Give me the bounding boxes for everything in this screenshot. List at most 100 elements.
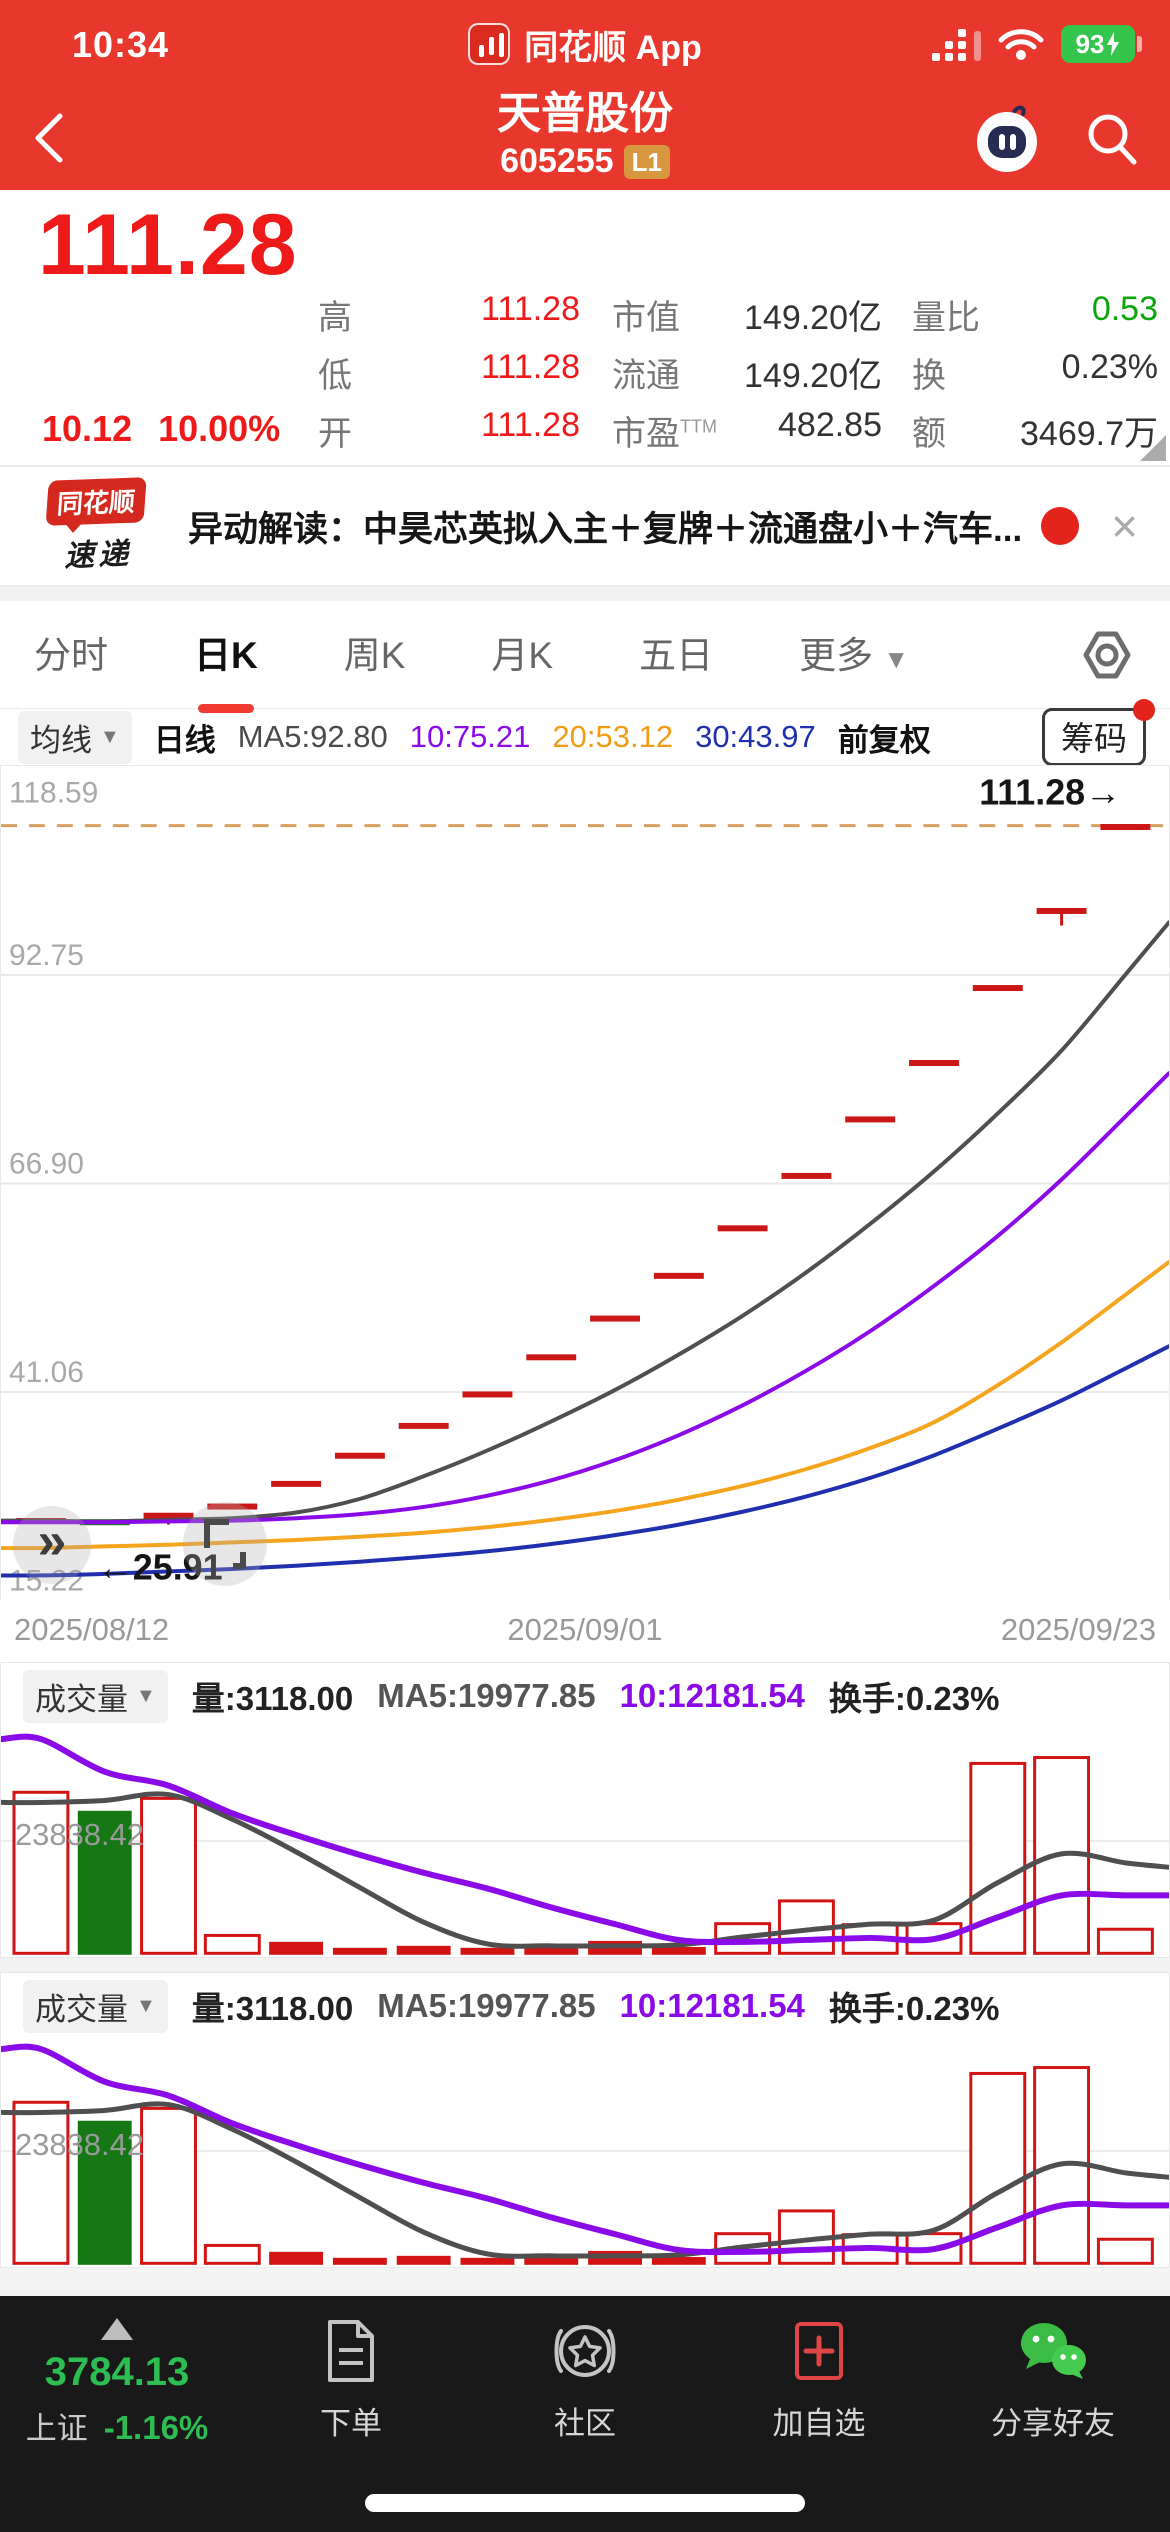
volume-pane-1[interactable]: 成交量 ▼ 量:3118.00 MA5:19977.85 10:12181.54 … bbox=[0, 1662, 1170, 1958]
kline-chart[interactable]: 118.59 92.75 66.90 41.06 15.22 111.28→ ←25.91 … bbox=[0, 765, 1170, 1600]
header-title-block: 天普股份 605255 L1 bbox=[0, 88, 1170, 181]
svg-text:92.75: 92.75 bbox=[9, 939, 84, 972]
bottom-nav: 3784.13 上证 -1.16% 下单 bbox=[0, 2296, 1170, 2532]
community-star-icon bbox=[554, 2325, 616, 2377]
wechat-icon bbox=[1021, 2323, 1086, 2379]
ths-app-icon bbox=[468, 23, 511, 65]
ma-selector-dropdown[interactable]: 均线 ▼ bbox=[18, 710, 132, 764]
news-headline[interactable]: 异动解读：中昊芯英拟入主＋复牌＋流通盘小＋汽车... bbox=[188, 509, 1023, 549]
volume-turnover: 换手:0.23% bbox=[828, 1680, 1000, 1717]
volume-indicator-dropdown[interactable]: 成交量 ▼ bbox=[23, 1979, 168, 2033]
tab-daily-k[interactable]: 日K bbox=[194, 625, 258, 685]
ma20-value: 20:53.12 bbox=[552, 719, 674, 754]
period-label: 日线 bbox=[153, 722, 216, 758]
svg-text:23838.42: 23838.42 bbox=[15, 1817, 144, 1852]
section-divider bbox=[0, 587, 1170, 601]
tab-more[interactable]: 更多 ▼ bbox=[799, 634, 910, 676]
svg-text:41.06: 41.06 bbox=[9, 1356, 84, 1389]
nav-community[interactable]: 社区 bbox=[468, 2312, 702, 2532]
app-header: 天普股份 605255 L1 bbox=[0, 88, 1170, 190]
turnover-rate-value: 0.23% bbox=[1061, 348, 1158, 386]
svg-text:111.28→: 111.28→ bbox=[979, 772, 1121, 813]
clock: 10:34 bbox=[72, 24, 170, 65]
tab-monthly-k[interactable]: 月K bbox=[491, 634, 554, 676]
quote-col-cap: 市值 149.20亿 流通 149.20亿 市盈TTM 482.85 bbox=[612, 190, 882, 465]
home-indicator bbox=[365, 2494, 805, 2512]
page-title: 天普股份 bbox=[497, 89, 673, 138]
close-icon[interactable]: × bbox=[1111, 500, 1138, 552]
indicator-bar: 均线 ▼ 日线 MA5:92.80 10:75.21 20:53.12 30:43… bbox=[0, 699, 1170, 766]
nav-place-order[interactable]: 下单 bbox=[234, 2312, 468, 2532]
index-name: 上证 bbox=[25, 2411, 88, 2446]
quote-col-ratio: 量比 0.53 换 0.23% 额 3469.7万 bbox=[912, 290, 1158, 453]
chip-distribution-button[interactable]: 筹码 bbox=[1042, 699, 1155, 766]
battery-percent: 93 bbox=[1075, 28, 1105, 59]
search-icon[interactable] bbox=[1084, 110, 1140, 168]
volume-header: 成交量 ▼ 量:3118.00 MA5:19977.85 10:12181.54 … bbox=[1, 1663, 1169, 1729]
index-up-arrow-icon bbox=[101, 2318, 133, 2340]
kline-chart-canvas: 118.59 92.75 66.90 41.06 15.22 111.28→ ←25.91 bbox=[1, 772, 1169, 1597]
market-cap-value: 149.20亿 bbox=[744, 299, 882, 337]
status-bar: 10:34 同花顺 App 93 bbox=[0, 0, 1170, 88]
volume-ma10: 10:12181.54 bbox=[619, 1987, 805, 2024]
stock-code: 605255 bbox=[500, 142, 614, 180]
jump-to-latest-button[interactable]: » bbox=[13, 1506, 91, 1584]
status-app-banner[interactable]: 同花顺 App bbox=[0, 0, 1170, 88]
ma5-value: MA5:92.80 bbox=[237, 719, 388, 754]
nav-index-quote[interactable]: 3784.13 上证 -1.16% bbox=[0, 2312, 234, 2532]
amount-value: 3469.7万 bbox=[1020, 415, 1158, 453]
section-divider bbox=[0, 1958, 1170, 1972]
ths-express-logo: 同花顺 速递 bbox=[26, 476, 167, 576]
high-value: 111.28 bbox=[481, 290, 580, 328]
volume-value: 量:3118.00 bbox=[191, 1990, 354, 2027]
wifi-icon bbox=[998, 29, 1044, 60]
open-value: 111.28 bbox=[481, 406, 580, 444]
index-change: -1.16% bbox=[103, 2409, 209, 2446]
status-indicators: 93 bbox=[932, 0, 1142, 88]
ai-robot-icon[interactable] bbox=[974, 104, 1040, 174]
charging-bolt-icon bbox=[1107, 32, 1120, 56]
volume-turnover: 换手:0.23% bbox=[828, 1990, 1000, 2027]
nav-add-watchlist[interactable]: 加自选 bbox=[702, 2312, 936, 2532]
period-tabs: 分时 日K 周K 月K 五日 更多 ▼ bbox=[0, 601, 1170, 708]
settings-gear-icon[interactable] bbox=[1078, 626, 1136, 684]
tab-weekly-k[interactable]: 周K bbox=[343, 634, 406, 676]
news-flash-bar[interactable]: 同花顺 速递 异动解读：中昊芯英拟入主＋复牌＋流通盘小＋汽车... × bbox=[0, 465, 1170, 587]
section-divider bbox=[0, 2268, 1170, 2296]
order-document-icon bbox=[328, 2320, 374, 2382]
tab-minute[interactable]: 分时 bbox=[34, 634, 108, 676]
svg-text:15.22: 15.22 bbox=[9, 1564, 84, 1597]
nav-share-wechat[interactable]: 分享好友 bbox=[936, 2312, 1170, 2532]
volume-ma5: MA5:19977.85 bbox=[377, 1677, 596, 1714]
quote-col-hlo: 高 111.28 低 111.28 开 111.28 bbox=[318, 290, 580, 453]
volume-ratio-value: 0.53 bbox=[1091, 290, 1158, 328]
price-change: 10.12 10.00% bbox=[42, 408, 281, 449]
ma30-value: 30:43.97 bbox=[695, 719, 816, 754]
level-badge: L1 bbox=[623, 144, 670, 179]
expand-quote-corner-icon[interactable] bbox=[1140, 435, 1166, 461]
index-value: 3784.13 bbox=[44, 2350, 190, 2394]
low-value: 111.28 bbox=[481, 348, 580, 386]
battery-icon: 93 bbox=[1061, 25, 1142, 63]
chevron-left-icon bbox=[35, 113, 63, 163]
x-tick-left: 2025/08/12 bbox=[14, 1612, 170, 1647]
unread-dot bbox=[1041, 507, 1080, 545]
volume-pane-2[interactable]: 成交量 ▼ 量:3118.00 MA5:19977.85 10:12181.54 … bbox=[0, 1972, 1170, 2268]
status-app-name: 同花顺 App bbox=[524, 28, 702, 67]
cellular-signal-icon bbox=[932, 27, 981, 61]
volume-ma5: MA5:19977.85 bbox=[377, 1987, 596, 2024]
resize-corner-icon bbox=[204, 1519, 246, 1569]
svg-text:66.90: 66.90 bbox=[9, 1148, 84, 1181]
volume-ma10: 10:12181.54 bbox=[619, 1677, 805, 1714]
volume-header: 成交量 ▼ 量:3118.00 MA5:19977.85 10:12181.54 … bbox=[1, 1973, 1169, 2039]
tab-five-day[interactable]: 五日 bbox=[639, 634, 714, 676]
last-price: 111.28 bbox=[38, 197, 298, 293]
volume-indicator-dropdown[interactable]: 成交量 ▼ bbox=[23, 1669, 168, 1723]
volume-chart-canvas: 23838.42 bbox=[0, 2043, 1170, 2265]
float-cap-value: 149.20亿 bbox=[744, 357, 882, 395]
back-button[interactable] bbox=[26, 110, 78, 166]
volume-value: 量:3118.00 bbox=[191, 1680, 354, 1717]
chart-resize-handle[interactable] bbox=[183, 1502, 267, 1586]
adjust-mode-label[interactable]: 前复权 bbox=[837, 722, 931, 758]
